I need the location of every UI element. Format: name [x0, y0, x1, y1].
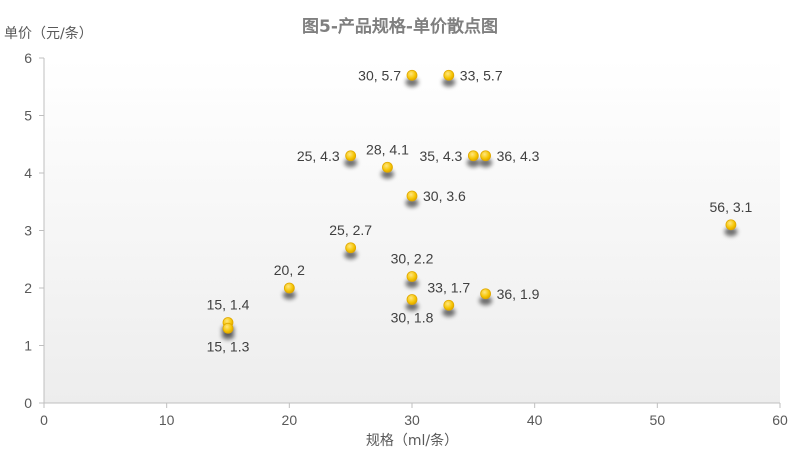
- point-shadow: [221, 330, 235, 340]
- point-shadow: [344, 158, 358, 168]
- data-label: 15, 1.3: [207, 338, 250, 354]
- data-point: [480, 288, 492, 300]
- data-point: [443, 69, 455, 81]
- y-tick-label: 2: [24, 280, 32, 296]
- point-shadow: [380, 169, 394, 179]
- point-shadow: [405, 302, 419, 311]
- data-points: [222, 69, 737, 334]
- x-tick-label: 30: [404, 412, 420, 428]
- y-axis-title: 单价（元/条）: [4, 25, 93, 42]
- point-shadow: [282, 290, 296, 300]
- data-label: 56, 3.1: [710, 199, 753, 215]
- point-shadow: [344, 250, 358, 260]
- data-label: 25, 2.7: [329, 222, 372, 238]
- data-point: [382, 161, 393, 173]
- data-label: 30, 3.6: [423, 188, 466, 204]
- data-point: [345, 242, 357, 254]
- point-shadow: [405, 279, 419, 288]
- data-label: 15, 1.4: [207, 297, 250, 313]
- data-point: [406, 271, 418, 282]
- data-label: 30, 1.8: [391, 310, 434, 326]
- data-point: [283, 282, 295, 294]
- y-tick-label: 6: [24, 50, 32, 66]
- x-tick-label: 0: [40, 412, 48, 428]
- y-tick-label: 5: [24, 108, 32, 124]
- point-shadow: [479, 158, 493, 168]
- y-tick-label: 0: [24, 395, 32, 411]
- data-label: 20, 2: [274, 262, 305, 278]
- x-tick-label: 20: [282, 412, 298, 428]
- data-point: [480, 150, 492, 162]
- x-tick-label: 40: [527, 412, 543, 428]
- data-point: [406, 294, 418, 305]
- data-point: [725, 219, 737, 231]
- data-label: 35, 4.3: [420, 148, 463, 164]
- data-label: 30, 5.7: [358, 67, 401, 83]
- x-tick-label: 60: [772, 412, 788, 428]
- data-label: 33, 5.7: [460, 67, 503, 83]
- y-tick-label: 3: [24, 223, 32, 239]
- point-shadow: [405, 198, 419, 208]
- x-tick-label: 10: [159, 412, 175, 428]
- data-label: 33, 1.7: [427, 279, 470, 295]
- data-point: [406, 69, 418, 81]
- x-axis-title: 规格（ml/条）: [366, 432, 458, 449]
- y-tick-label: 1: [24, 338, 32, 354]
- y-axis-ticks: 0 1 2 3 4 5 6: [24, 50, 44, 411]
- point-shadow: [442, 77, 456, 87]
- x-tick-label: 50: [650, 412, 666, 428]
- data-point: [222, 322, 234, 334]
- data-label: 36, 1.9: [497, 286, 540, 302]
- data-label: 28, 4.1: [366, 141, 409, 157]
- point-shadow: [466, 158, 480, 168]
- data-label: 25, 4.3: [297, 148, 340, 164]
- point-shadow: [442, 307, 456, 317]
- point-shadow: [479, 296, 493, 306]
- data-point: [345, 150, 357, 162]
- x-axis-ticks: 0 10 20 30 40 50 60: [40, 403, 788, 428]
- point-shadow: [724, 227, 738, 237]
- plot-area-background: [44, 58, 780, 403]
- data-label: 36, 4.3: [497, 148, 540, 164]
- data-point: [467, 150, 479, 162]
- data-label: 30, 2.2: [391, 251, 434, 267]
- data-labels: 30, 5.7 33, 5.7 25, 4.3 28, 4.1 35, 4.3 36, 4…: [207, 67, 753, 354]
- data-point: [406, 190, 418, 202]
- data-point: [443, 299, 455, 311]
- chart-title: 图5-产品规格-单价散点图: [302, 16, 498, 37]
- y-tick-label: 4: [24, 165, 32, 181]
- point-shadow: [405, 77, 419, 87]
